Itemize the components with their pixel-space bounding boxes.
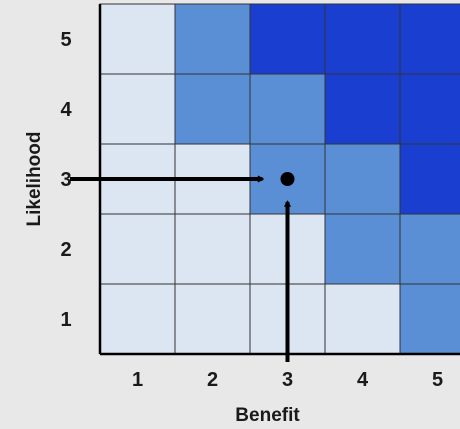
x-tick-label: 2 (207, 369, 218, 391)
y-tick-labels: 1 2 3 4 5 (60, 29, 72, 331)
y-tick-label: 5 (60, 29, 71, 51)
heatmap-cell (399, 143, 460, 215)
heatmap-cell (174, 213, 251, 285)
y-tick-label: 1 (60, 309, 71, 331)
heatmap-cell (249, 3, 326, 75)
heatmap-cell (99, 283, 176, 355)
x-tick-label: 4 (357, 369, 369, 391)
y-tick-label: 2 (60, 239, 71, 261)
x-tick-label: 5 (432, 369, 443, 391)
heatmap-cell (324, 143, 401, 215)
heatmap-cell (399, 3, 460, 75)
heatmap-cell (99, 73, 176, 145)
y-axis-title: Likelihood (24, 132, 45, 227)
heatmap-cell (324, 213, 401, 285)
heatmap-cell (399, 73, 460, 145)
heatmap-cell (324, 3, 401, 75)
x-tick-label: 3 (282, 369, 293, 391)
heatmap-cell (399, 213, 460, 285)
heatmap-cell (324, 283, 401, 355)
y-tick-label: 3 (60, 169, 71, 191)
heatmap-cell (99, 3, 176, 75)
y-tick-label: 4 (60, 99, 72, 121)
heatmap-cell (399, 283, 460, 355)
heatmap-cell (249, 73, 326, 145)
annotation-arrows (70, 172, 295, 362)
heatmap-cell (174, 73, 251, 145)
heatmap-cells (99, 3, 460, 355)
x-axis-title: Benefit (235, 405, 300, 426)
heatmap-cell (174, 3, 251, 75)
heatmap-cell (174, 283, 251, 355)
x-tick-label: 1 (132, 369, 143, 391)
marker-point (280, 172, 295, 186)
heatmap-cell (324, 73, 401, 145)
heatmap-cell (99, 213, 176, 285)
x-tick-labels: 1 2 3 4 5 (132, 369, 443, 391)
